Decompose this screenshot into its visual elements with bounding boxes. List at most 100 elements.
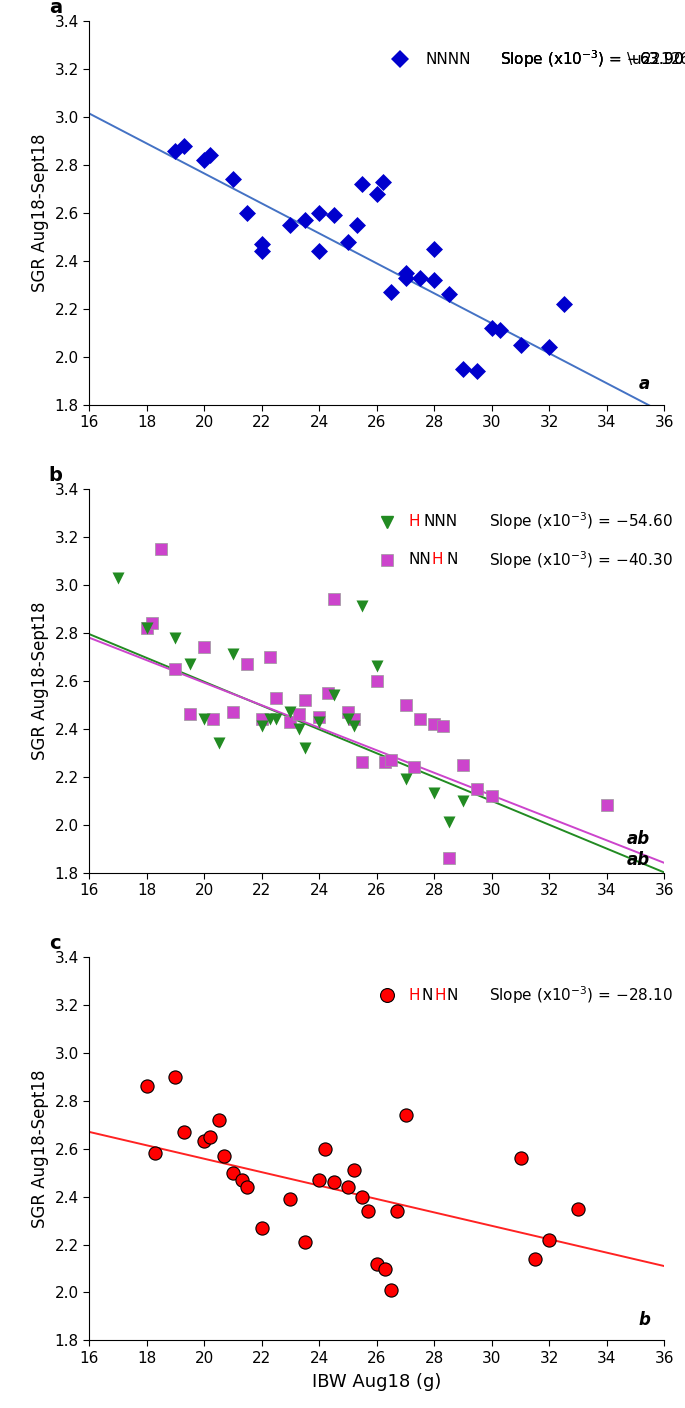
Point	[199, 1131, 210, 1153]
Point	[486, 317, 497, 339]
Point	[515, 334, 526, 356]
Point	[285, 1188, 296, 1211]
Point	[348, 715, 359, 738]
Point	[242, 1176, 253, 1198]
Text: NNN: NNN	[424, 514, 458, 529]
Point	[371, 655, 382, 677]
Point	[458, 790, 469, 812]
Point	[438, 715, 449, 738]
Point	[256, 715, 267, 738]
Point	[414, 266, 425, 289]
Text: NN: NN	[408, 552, 431, 567]
Point	[299, 208, 310, 231]
Text: H: H	[432, 552, 443, 567]
Point	[380, 1257, 391, 1280]
Point	[242, 201, 253, 224]
Point	[271, 686, 282, 708]
Point	[328, 589, 339, 611]
Text: Slope (x10$^{-3}$) = $-$54.60: Slope (x10$^{-3}$) = $-$54.60	[489, 511, 673, 532]
Point	[112, 566, 123, 589]
Point	[357, 1186, 368, 1208]
Point	[400, 1104, 411, 1126]
Point	[204, 1125, 215, 1148]
Point	[429, 712, 440, 735]
Point	[351, 214, 362, 237]
Point	[285, 214, 296, 237]
Text: b: b	[49, 466, 62, 486]
Point	[323, 681, 334, 704]
Point	[184, 653, 195, 676]
Point	[213, 1108, 224, 1131]
Point	[213, 732, 224, 755]
Y-axis label: SGR Aug18-Sept18: SGR Aug18-Sept18	[31, 601, 49, 760]
Point	[314, 239, 325, 262]
Text: ab: ab	[627, 850, 650, 869]
Point	[342, 1176, 353, 1198]
Point	[495, 320, 506, 342]
Point	[443, 811, 454, 834]
Text: Slope (x10$^{-3}$) = $-$28.10: Slope (x10$^{-3}$) = $-$28.10	[489, 984, 673, 1007]
Point	[328, 204, 339, 227]
Text: NNNN: NNNN	[425, 52, 471, 68]
Point	[328, 1171, 339, 1194]
Point	[429, 783, 440, 805]
Point	[400, 694, 411, 717]
Text: N: N	[447, 552, 458, 567]
Text: a: a	[49, 0, 62, 17]
Y-axis label: SGR Aug18-Sept18: SGR Aug18-Sept18	[31, 1070, 49, 1228]
Point	[141, 617, 152, 639]
Point	[227, 701, 238, 724]
Point	[400, 266, 411, 289]
Point	[299, 1231, 310, 1253]
Point	[265, 645, 276, 667]
Text: ab: ab	[627, 829, 650, 848]
Point	[530, 1247, 540, 1270]
Point	[299, 689, 310, 711]
Point	[348, 1159, 359, 1181]
Point	[380, 750, 391, 773]
Point	[265, 708, 276, 731]
Point	[371, 1253, 382, 1276]
Point	[342, 231, 353, 253]
Point	[328, 684, 339, 707]
Point	[472, 360, 483, 383]
Point	[199, 708, 210, 731]
Point	[170, 1066, 181, 1088]
Point	[377, 170, 388, 193]
Point	[386, 749, 397, 772]
Point	[199, 149, 210, 172]
Text: Slope (x10$^{-3}$) = −63.90: Slope (x10$^{-3}$) = −63.90	[501, 49, 684, 70]
Point	[443, 846, 454, 869]
Point	[544, 337, 555, 359]
Point	[170, 627, 181, 649]
Point	[342, 708, 353, 731]
Text: N: N	[447, 988, 458, 1002]
Point	[371, 183, 382, 206]
Point	[294, 718, 305, 741]
Point	[414, 708, 425, 731]
Text: Slope (x10$^{-3}$) = $-$63.90: Slope (x10$^{-3}$) = $-$63.90	[501, 49, 684, 70]
Point	[458, 753, 469, 776]
Point	[558, 293, 569, 315]
Point	[242, 653, 253, 676]
Point	[285, 701, 296, 724]
Point	[429, 269, 440, 291]
Point	[357, 173, 368, 196]
Point	[179, 135, 190, 158]
Text: H: H	[408, 988, 420, 1002]
Point	[219, 1145, 229, 1167]
Point	[141, 1076, 152, 1098]
Point	[227, 643, 238, 666]
Point	[150, 1142, 161, 1164]
Point	[184, 703, 195, 725]
Point	[400, 262, 411, 284]
Point	[515, 1148, 526, 1170]
Point	[227, 1162, 238, 1184]
Text: H: H	[434, 988, 446, 1002]
Point	[141, 617, 152, 639]
Point	[256, 708, 267, 731]
Point	[342, 701, 353, 724]
Y-axis label: SGR Aug18-Sept18: SGR Aug18-Sept18	[31, 134, 49, 291]
Point	[314, 705, 325, 728]
Point	[199, 636, 210, 659]
